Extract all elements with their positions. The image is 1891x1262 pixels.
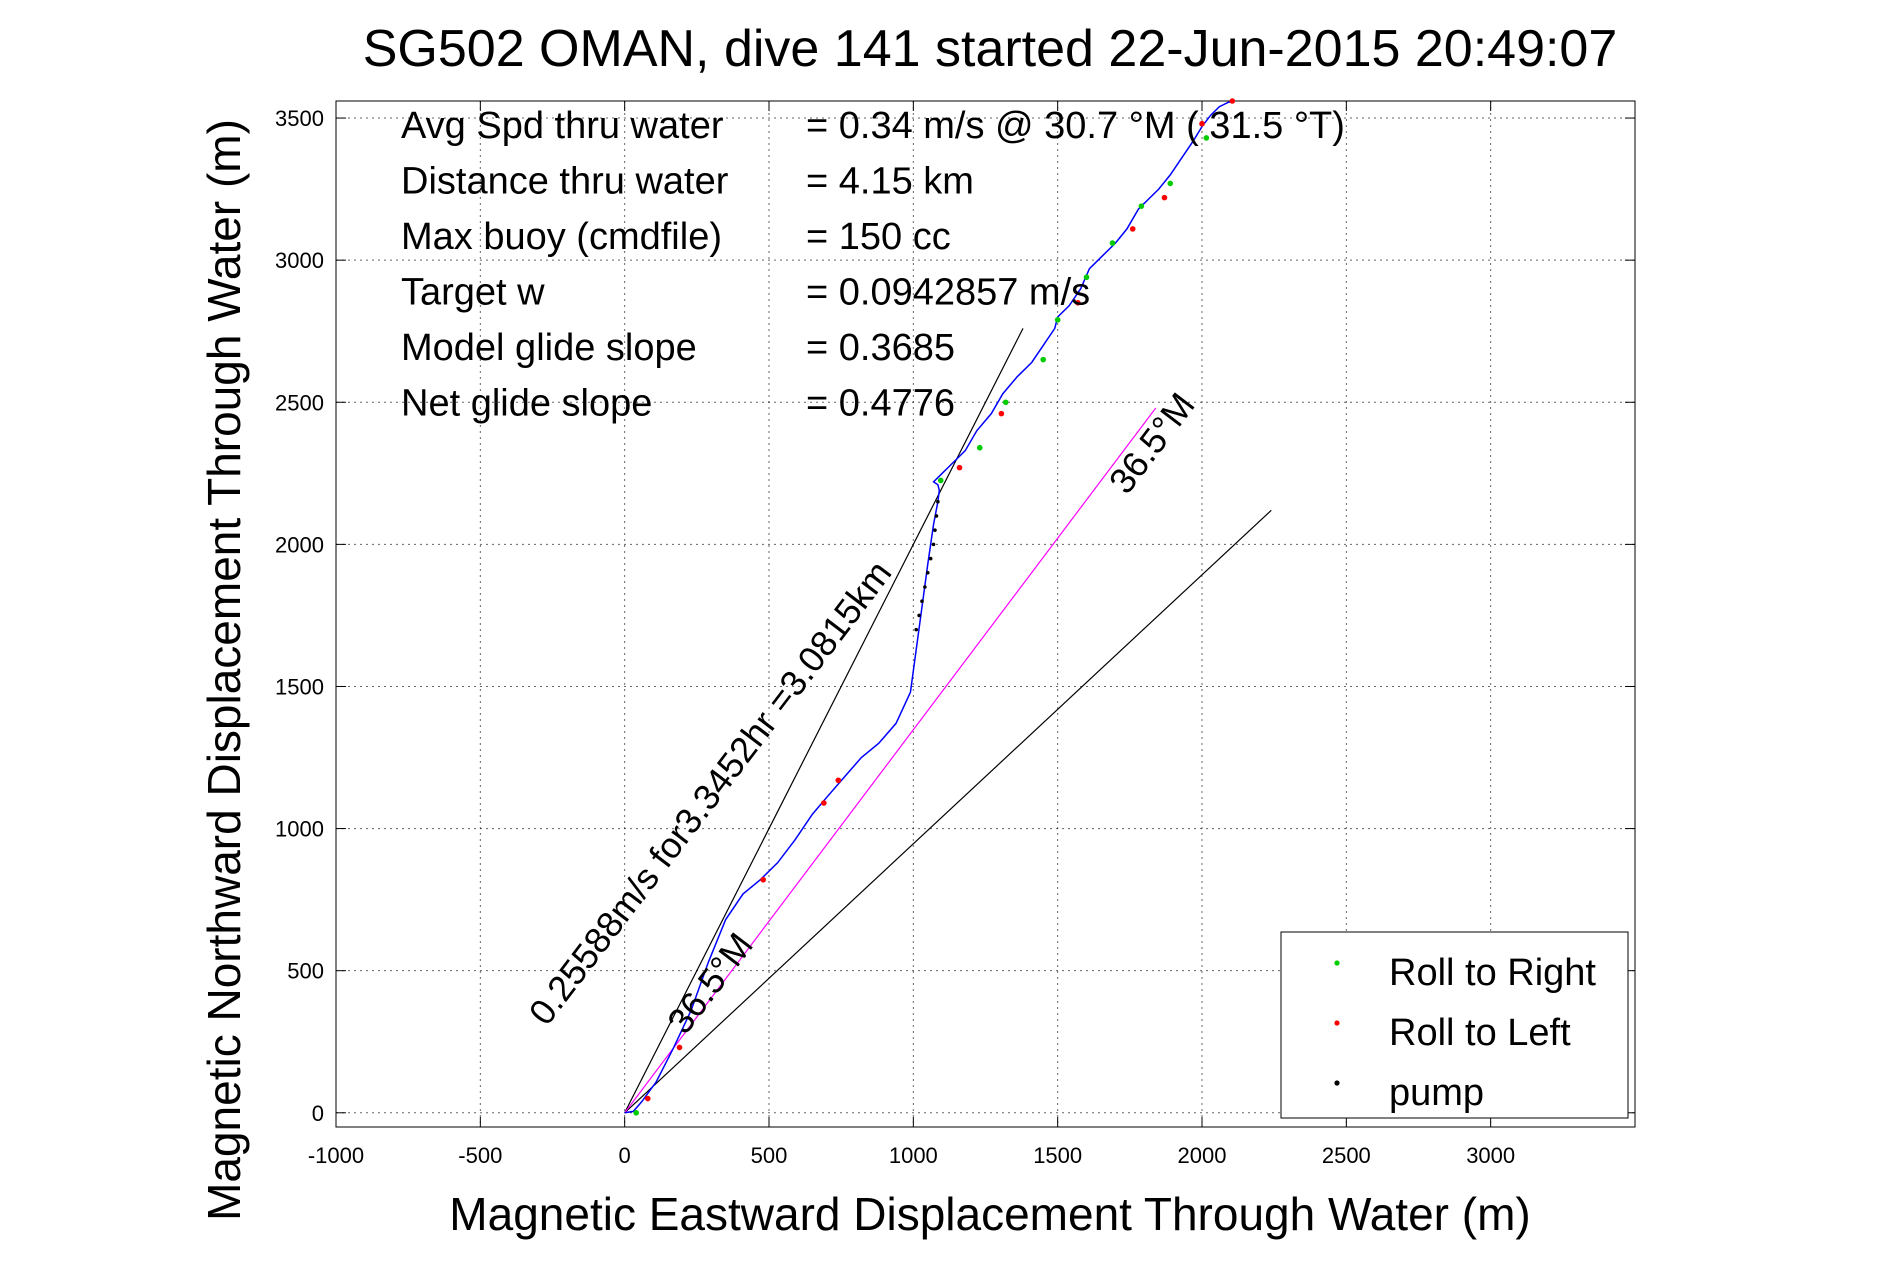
roll-to-right-point bbox=[1040, 356, 1047, 363]
x-tick-label: -500 bbox=[458, 1143, 502, 1168]
roll-to-right-point bbox=[1002, 399, 1009, 406]
roll-to-left-point bbox=[1229, 98, 1236, 104]
y-axis-label: Magnetic Northward Displacement Through … bbox=[198, 119, 250, 1221]
annotations: 0.25588m/s for3.3452hr =3.0815km36.5°M36… bbox=[521, 385, 1203, 1041]
stat-value: = 0.4776 bbox=[806, 383, 955, 425]
roll-to-left-point bbox=[956, 464, 963, 471]
x-tick-label: 500 bbox=[751, 1143, 788, 1168]
stat-value: = 4.15 km bbox=[806, 161, 974, 203]
x-tick-label: 2000 bbox=[1178, 1143, 1227, 1168]
annotation-label: 36.5°M bbox=[1101, 385, 1203, 501]
y-tick-label: 2500 bbox=[275, 390, 324, 415]
y-tick-label: 3000 bbox=[275, 248, 324, 273]
legend-marker-roll-to-right bbox=[1334, 960, 1340, 966]
x-tick-label: 1000 bbox=[889, 1143, 938, 1168]
roll-to-right-point bbox=[1167, 180, 1174, 187]
x-tick-label: 0 bbox=[619, 1143, 631, 1168]
stat-value: = 0.34 m/s @ 30.7 °M ( 31.5 °T) bbox=[806, 105, 1345, 147]
legend-label-roll-to-left: Roll to Left bbox=[1389, 1012, 1571, 1054]
legend-label-pump: pump bbox=[1389, 1072, 1484, 1114]
roll-to-left-point bbox=[1075, 299, 1081, 306]
roll-to-right-point bbox=[1054, 317, 1061, 323]
roll-to-left-point bbox=[1129, 226, 1136, 232]
x-tick-label: -1000 bbox=[308, 1143, 364, 1168]
pump-point bbox=[934, 514, 939, 518]
roll-to-left-point bbox=[644, 1095, 651, 1102]
legend-marker-pump bbox=[1334, 1080, 1340, 1086]
stat-label: Target w bbox=[401, 272, 545, 314]
pump-point bbox=[928, 556, 933, 561]
x-axis-label: Magnetic Eastward Displacement Through W… bbox=[449, 1188, 1530, 1240]
chart-title: SG502 OMAN, dive 141 started 22-Jun-2015… bbox=[363, 20, 1618, 78]
x-tick-label: 2500 bbox=[1322, 1143, 1371, 1168]
y-tick-label: 2000 bbox=[275, 532, 324, 557]
pump-point bbox=[936, 499, 940, 504]
roll-to-right-point bbox=[633, 1109, 640, 1116]
pump-point bbox=[920, 599, 924, 604]
stat-label: Net glide slope bbox=[401, 383, 652, 425]
pump-point bbox=[933, 528, 937, 532]
roll-to-left-point bbox=[998, 410, 1005, 417]
x-tick-label: 1500 bbox=[1033, 1143, 1082, 1168]
roll-to-left-point bbox=[821, 800, 827, 806]
plot-area-border bbox=[335, 100, 1636, 1128]
stat-value: = 150 cc bbox=[806, 216, 951, 258]
stat-value: = 0.0942857 m/s bbox=[806, 272, 1090, 314]
stat-label: Max buoy (cmdfile) bbox=[401, 216, 722, 258]
roll-to-left-point bbox=[760, 876, 767, 883]
stat-label: Distance thru water bbox=[401, 161, 729, 203]
roll-to-left-point bbox=[1161, 194, 1168, 201]
heading-line-lower bbox=[624, 509, 1272, 1114]
roll-to-right-point bbox=[937, 477, 944, 484]
stats-block: Avg Spd thru water = 0.34 m/s @ 30.7 °M (… bbox=[401, 105, 1345, 425]
y-tick-label: 1500 bbox=[275, 674, 324, 699]
x-tick-label: 3000 bbox=[1466, 1143, 1515, 1168]
roll-to-right-point bbox=[1109, 240, 1116, 246]
roll-to-right-point bbox=[1203, 135, 1210, 141]
roll-to-left-point bbox=[1199, 120, 1205, 127]
series bbox=[624, 98, 1236, 1116]
pump-point bbox=[914, 627, 919, 632]
pump-point bbox=[925, 570, 930, 575]
roll-to-right-point bbox=[976, 444, 983, 451]
roll-to-left-point bbox=[676, 1044, 683, 1051]
legend-marker-roll-to-left bbox=[1334, 1020, 1340, 1026]
annotation-label: 36.5°M bbox=[659, 925, 761, 1041]
axis-ticks: -1000 -500 0 500 1000 1500 2000 2500 3000 0 500 100… bbox=[275, 101, 1635, 1168]
stat-label: Model glide slope bbox=[401, 327, 697, 369]
pump-point bbox=[917, 613, 921, 618]
y-tick-label: 500 bbox=[287, 959, 324, 984]
stat-label: Avg Spd thru water bbox=[401, 105, 724, 147]
stat-value: = 0.3685 bbox=[806, 327, 955, 369]
heading-line-current bbox=[624, 407, 1157, 1114]
legend: Roll to Right Roll to Left pump bbox=[1280, 931, 1629, 1119]
legend-label-roll-to-right: Roll to Right bbox=[1389, 952, 1596, 994]
y-tick-label: 0 bbox=[312, 1101, 324, 1126]
y-tick-label: 3500 bbox=[275, 106, 324, 131]
roll-to-right-point bbox=[1138, 203, 1145, 209]
roll-to-right-point bbox=[1083, 274, 1090, 281]
track-line bbox=[624, 100, 1234, 1114]
pump-point bbox=[923, 585, 927, 589]
y-tick-label: 1000 bbox=[275, 817, 324, 842]
roll-to-left-point bbox=[835, 777, 842, 784]
pump-point bbox=[931, 542, 936, 547]
